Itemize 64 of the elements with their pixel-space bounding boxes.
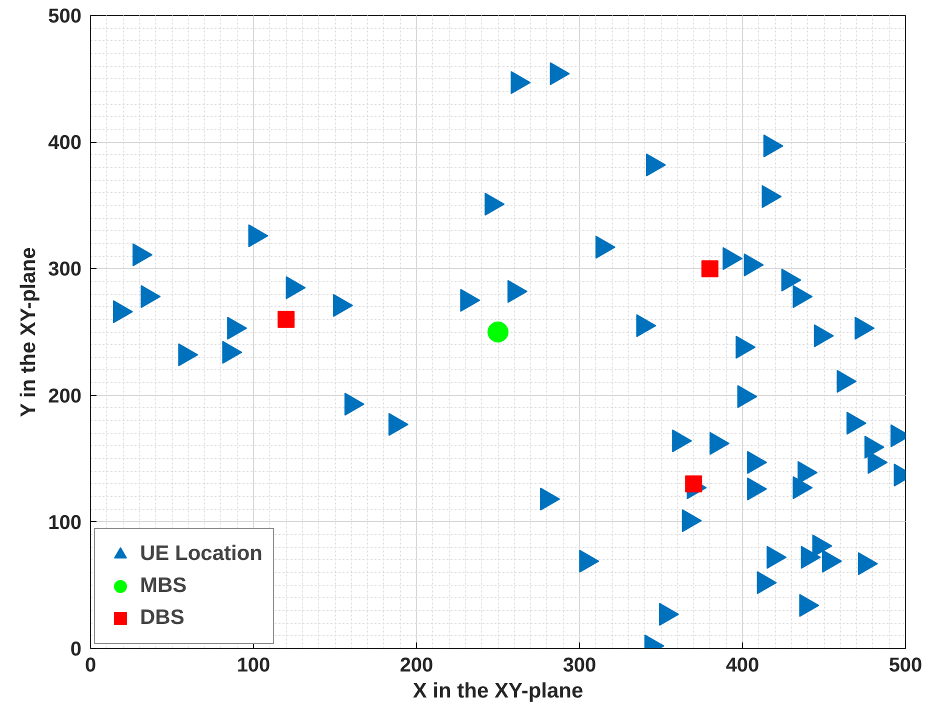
y-tick-label: 200: [48, 385, 82, 408]
point: [710, 432, 730, 455]
point: [636, 314, 656, 338]
legend-label: DBS: [140, 606, 184, 630]
point: [579, 550, 600, 573]
x-tick-label: 300: [562, 654, 596, 676]
point: [460, 288, 480, 312]
x-tick-label: 400: [726, 654, 760, 676]
point: [736, 336, 756, 359]
y-tick-label: 100: [48, 512, 82, 534]
point: [646, 153, 666, 176]
point: [836, 370, 857, 393]
y-tick-label: 500: [48, 6, 82, 28]
point: [781, 268, 802, 292]
point: [112, 300, 134, 324]
y-tick-label: 300: [48, 258, 82, 281]
point: [659, 602, 680, 626]
point: [595, 236, 616, 259]
point: [766, 546, 787, 569]
point: [388, 412, 409, 436]
point: [222, 340, 242, 364]
point: [286, 276, 306, 300]
point: [800, 546, 821, 569]
legend-label: UE Location: [140, 542, 263, 566]
point: [792, 285, 813, 308]
point: [540, 488, 560, 511]
y-tick-label: 0: [70, 638, 82, 660]
point: [248, 224, 268, 248]
point: [344, 392, 364, 416]
point: [846, 412, 867, 435]
point: [510, 71, 531, 94]
point: [792, 476, 813, 500]
x-axis-title: X in the XY-plane: [412, 680, 584, 702]
point: [178, 343, 198, 366]
point: [507, 280, 528, 303]
x-tick-label: 500: [888, 654, 922, 676]
point: [814, 324, 834, 348]
x-tick-label: 100: [236, 654, 270, 676]
x-tick-label: 200: [400, 654, 434, 676]
point: [227, 316, 248, 340]
point: [484, 192, 505, 216]
point: [550, 62, 570, 86]
point: [737, 385, 758, 408]
point: [333, 294, 354, 317]
point: [132, 243, 153, 266]
point: [854, 316, 875, 340]
point: [762, 185, 782, 208]
point: [744, 253, 764, 276]
point: [682, 509, 702, 532]
point: [140, 285, 161, 308]
point: [747, 450, 768, 474]
point: [756, 571, 777, 594]
legend-label: MBS: [140, 574, 187, 598]
point: [763, 134, 784, 158]
point: [672, 429, 692, 452]
point: [858, 552, 878, 576]
point: [864, 436, 884, 459]
point: [747, 477, 768, 500]
y-tick-label: 400: [48, 132, 82, 154]
point: [722, 247, 743, 270]
x-tick-label: 0: [84, 654, 96, 676]
point: [822, 550, 842, 573]
point: [799, 594, 820, 617]
y-axis-title: Y in the XY-plane: [17, 247, 40, 418]
